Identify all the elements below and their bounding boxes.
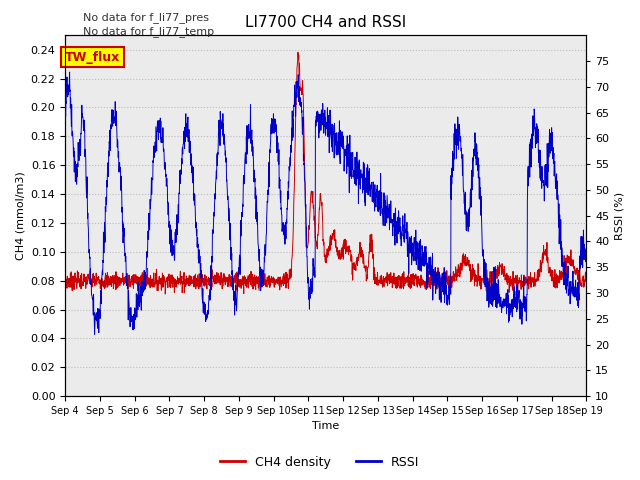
Title: LI7700 CH4 and RSSI: LI7700 CH4 and RSSI [245,15,406,30]
Text: No data for f_li77_pres: No data for f_li77_pres [83,12,209,23]
Text: No data for f_li77_temp: No data for f_li77_temp [83,26,214,37]
X-axis label: Time: Time [312,421,339,432]
Text: TW_flux: TW_flux [65,50,120,63]
Legend: CH4 density, RSSI: CH4 density, RSSI [216,451,424,474]
Y-axis label: RSSI (%): RSSI (%) [615,192,625,240]
Y-axis label: CH4 (mmol/m3): CH4 (mmol/m3) [15,171,25,260]
